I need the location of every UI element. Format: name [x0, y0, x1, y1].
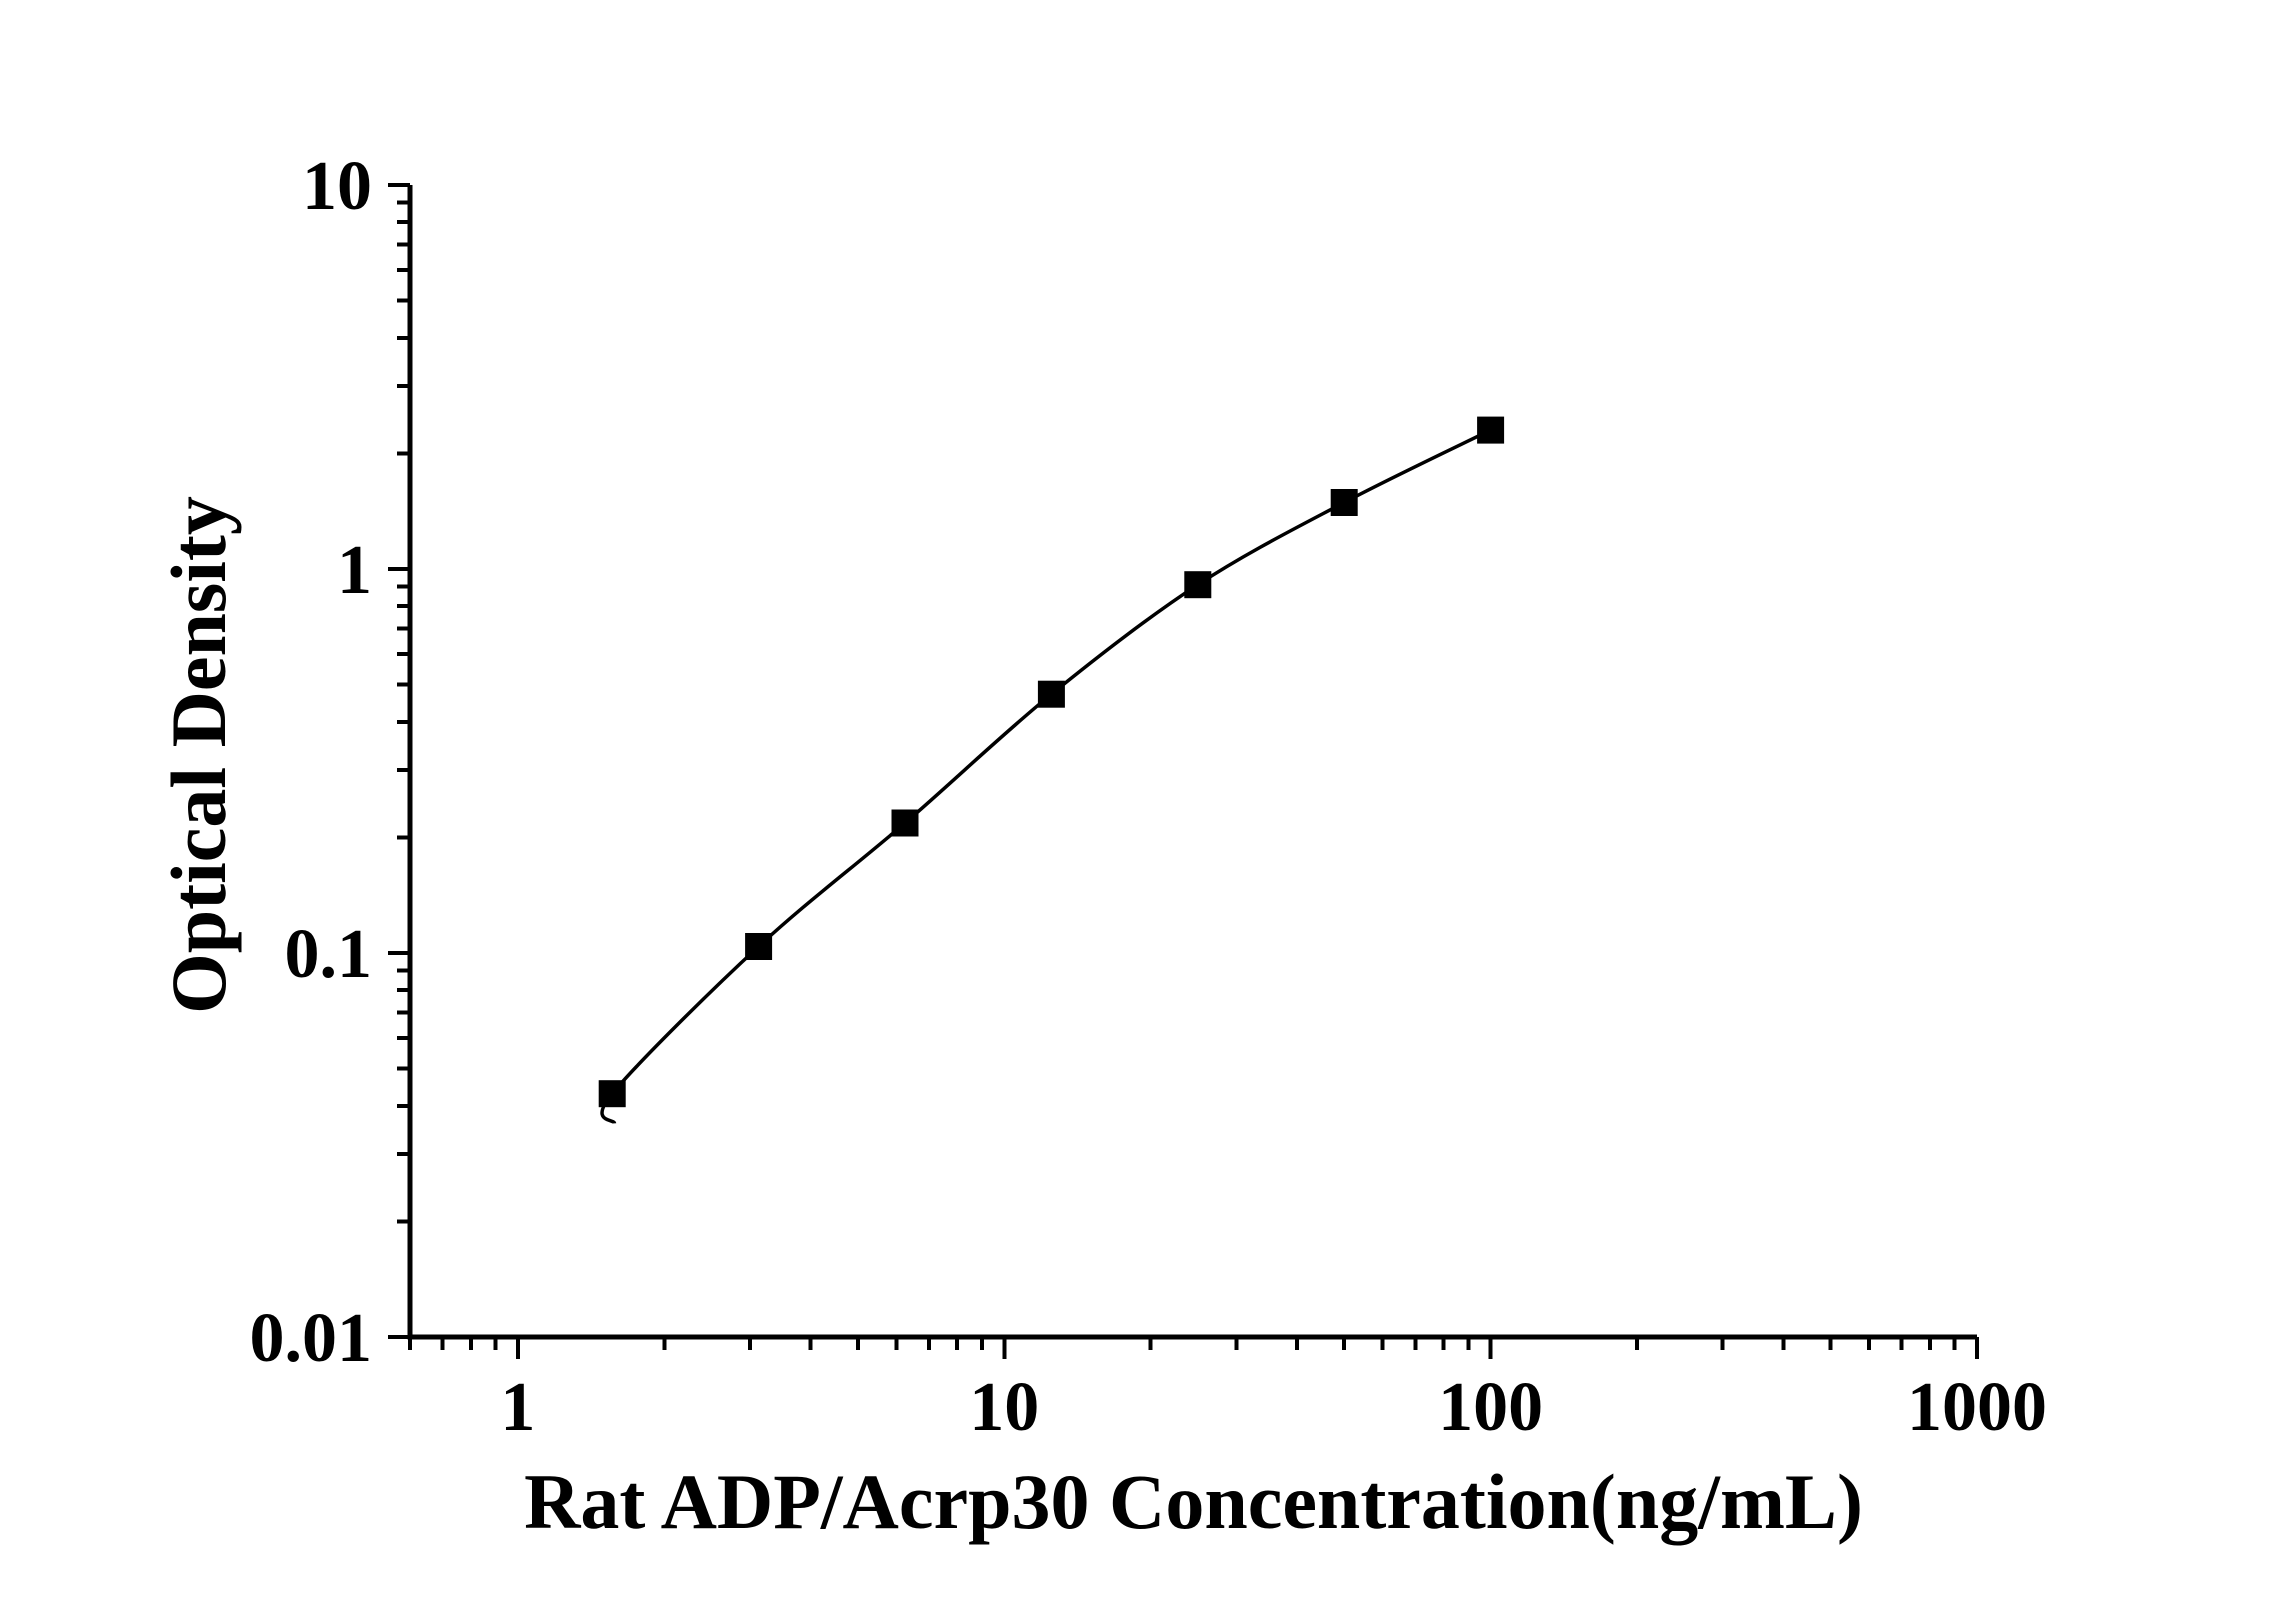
standard-curve-line [600, 428, 1492, 1125]
data-point-marker [1037, 680, 1065, 708]
x-tick-label: 10 [969, 1369, 1039, 1446]
axes-layer [388, 183, 1979, 1359]
x-tick-label: 100 [1438, 1369, 1543, 1446]
y-tick-label: 0.01 [250, 1300, 373, 1377]
x-axis-title: Rat ADP/Acrp30 Concentration(ng/mL) [524, 1458, 1863, 1545]
data-point-marker [891, 809, 919, 837]
data-point-marker [598, 1080, 626, 1108]
y-tick-label: 0.1 [285, 916, 373, 993]
y-axis-title: Optical Density [155, 496, 242, 1014]
data-point-layer [598, 416, 1505, 1108]
data-point-marker [1477, 416, 1505, 444]
x-tick-label: 1 [500, 1369, 535, 1446]
data-point-marker [1330, 489, 1358, 516]
tick-label-layer: 1 10 100 1000 0.01 0.1 1 10 [250, 148, 2048, 1446]
y-tick-label: 1 [337, 532, 372, 609]
y-tick-label: 10 [302, 148, 372, 225]
x-tick-label: 1000 [1907, 1369, 2047, 1446]
data-point-marker [745, 933, 773, 960]
data-point-marker [1184, 571, 1212, 599]
standard-curve-layer [600, 428, 1492, 1125]
